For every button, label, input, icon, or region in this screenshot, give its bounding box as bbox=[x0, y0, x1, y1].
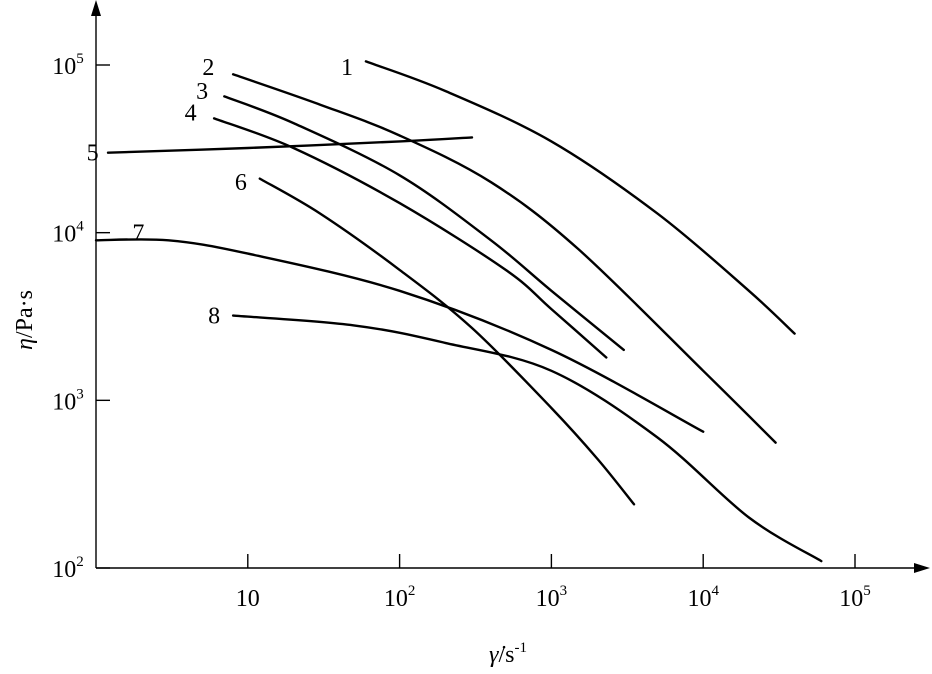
curve-4 bbox=[212, 117, 608, 359]
curve-label-4: 4 bbox=[185, 101, 197, 127]
x-axis-unit: /s bbox=[498, 642, 514, 668]
curve-1 bbox=[364, 60, 796, 335]
x-tick-exponent: 2 bbox=[408, 583, 416, 599]
curve-2 bbox=[231, 73, 777, 444]
curve-3 bbox=[223, 95, 625, 352]
x-tick-base: 10 bbox=[236, 586, 260, 612]
curve-label-1: 1 bbox=[341, 55, 353, 81]
x-tick-exponent: 5 bbox=[863, 583, 871, 599]
y-tick-base: 10 bbox=[52, 557, 76, 583]
x-axis-exponent: -1 bbox=[514, 640, 527, 656]
x-axis-arrow bbox=[914, 563, 930, 573]
y-axis-symbol: η bbox=[12, 338, 38, 350]
y-tick-base: 10 bbox=[52, 389, 76, 415]
curve-6 bbox=[258, 177, 636, 506]
x-tick-exponent: 3 bbox=[560, 583, 568, 599]
curve-label-6: 6 bbox=[235, 170, 247, 196]
curve-5 bbox=[106, 136, 474, 154]
y-tick-base: 10 bbox=[52, 54, 76, 80]
x-tick-base: 10 bbox=[687, 586, 711, 612]
x-tick-base: 10 bbox=[839, 586, 863, 612]
x-tick-base: 10 bbox=[536, 586, 560, 612]
x-tick-label: 104 bbox=[687, 583, 719, 612]
x-tick-label: 105 bbox=[839, 583, 871, 612]
curve-8 bbox=[231, 314, 823, 563]
curve-label-2: 2 bbox=[202, 55, 214, 81]
y-axis-title: η/Pa·s bbox=[12, 290, 38, 350]
y-tick-exponent: 2 bbox=[76, 554, 84, 570]
x-tick-base: 10 bbox=[384, 586, 408, 612]
x-tick-label: 102 bbox=[384, 583, 416, 612]
curve-label-7: 7 bbox=[132, 221, 144, 247]
y-tick-label: 103 bbox=[52, 386, 84, 415]
curves bbox=[94, 60, 823, 563]
curve-label-5: 5 bbox=[87, 141, 99, 167]
y-tick-exponent: 3 bbox=[76, 386, 84, 402]
x-tick-label: 10 bbox=[236, 586, 260, 612]
curve-7 bbox=[94, 238, 705, 433]
axes bbox=[91, 0, 930, 573]
x-tick-exponent: 4 bbox=[711, 583, 719, 599]
y-tick-base: 10 bbox=[52, 222, 76, 248]
curve-labels: 1 234 5 6 7 8 bbox=[87, 55, 353, 329]
curve-label-8: 8 bbox=[208, 304, 220, 330]
x-tick-label: 103 bbox=[536, 583, 568, 612]
y-axis-unit: /Pa·s bbox=[12, 290, 38, 338]
y-tick-exponent: 5 bbox=[76, 51, 84, 67]
y-tick-label: 102 bbox=[52, 554, 84, 583]
y-tick-label: 105 bbox=[52, 51, 84, 80]
curve-label-3: 3 bbox=[196, 79, 208, 105]
y-tick-label: 104 bbox=[52, 219, 84, 248]
x-axis-title: γ̇/s-1 bbox=[489, 640, 527, 668]
y-axis-arrow bbox=[91, 0, 101, 16]
y-tick-exponent: 4 bbox=[76, 219, 84, 235]
